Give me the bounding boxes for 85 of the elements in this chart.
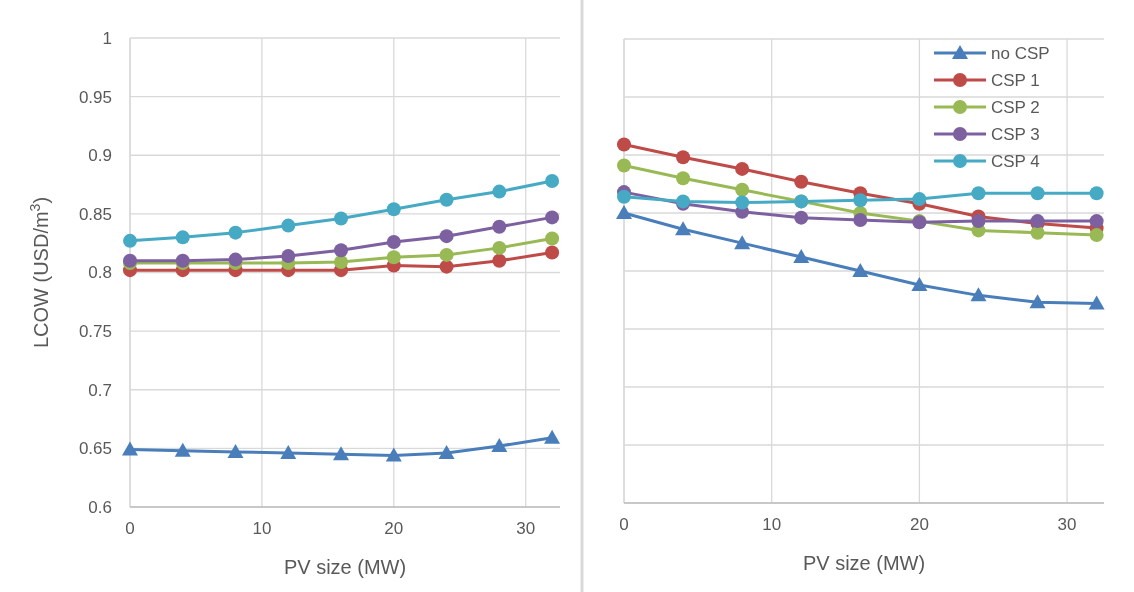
point <box>676 150 691 165</box>
point <box>492 184 507 199</box>
point <box>911 276 928 291</box>
point <box>492 240 507 255</box>
x-axis-title: PV size (MW) <box>283 556 407 578</box>
point <box>386 235 401 250</box>
point <box>334 243 349 258</box>
point <box>438 445 455 460</box>
point <box>545 231 560 246</box>
point <box>852 263 869 277</box>
y-tick-label: 0.8 <box>88 263 112 283</box>
x-tick-label: 10 <box>252 519 272 538</box>
point <box>492 253 507 268</box>
point <box>1089 228 1104 243</box>
point <box>734 235 751 250</box>
point <box>545 174 560 189</box>
point <box>385 447 402 462</box>
point <box>123 233 137 248</box>
point <box>334 254 349 269</box>
point <box>794 210 809 225</box>
point <box>227 443 244 458</box>
x-tick-label: 20 <box>384 519 404 538</box>
point <box>794 174 809 189</box>
point <box>735 161 750 176</box>
point <box>280 445 297 460</box>
y-tick-label: 0.6 <box>88 497 112 517</box>
point <box>281 249 296 264</box>
point <box>545 210 560 225</box>
point <box>853 212 868 227</box>
point <box>676 171 691 186</box>
point <box>228 225 243 240</box>
point <box>334 211 349 226</box>
y-tick-label: 0.85 <box>78 204 112 224</box>
legend-label: no CSP <box>991 43 1050 63</box>
x-tick-label: 30 <box>1057 515 1077 534</box>
legend-label: CSP 4 <box>991 151 1040 171</box>
point <box>492 219 507 234</box>
point <box>439 192 454 207</box>
point <box>1089 186 1104 201</box>
x-tick-label: 30 <box>516 519 536 538</box>
y-tick-label: 0.75 <box>78 322 112 342</box>
legend-label: CSP 1 <box>991 70 1040 90</box>
point <box>1029 294 1046 309</box>
point <box>735 195 750 210</box>
point <box>617 189 631 204</box>
point <box>970 287 987 302</box>
x-tick-label: 0 <box>125 519 135 538</box>
y-tick-label: 0.95 <box>78 87 112 107</box>
point <box>617 158 631 173</box>
point <box>228 252 243 267</box>
point <box>175 230 190 245</box>
point <box>971 214 986 229</box>
y-tick-label: 0.65 <box>78 439 112 459</box>
point <box>1030 225 1045 240</box>
point <box>1088 295 1105 310</box>
point <box>853 193 868 208</box>
legend-label: CSP 3 <box>991 124 1040 144</box>
point <box>174 442 191 457</box>
x-tick-label: 20 <box>909 515 929 534</box>
point <box>281 218 296 233</box>
point <box>545 245 560 260</box>
point <box>675 221 692 236</box>
point <box>793 249 810 264</box>
y-tick-label: 0.7 <box>88 380 112 400</box>
y-tick-label: 0.9 <box>88 146 112 166</box>
x-axis-title: PV size (MW) <box>802 552 926 574</box>
point <box>439 229 454 244</box>
x-tick-label: 10 <box>762 515 782 534</box>
point <box>386 202 401 217</box>
point <box>735 182 750 197</box>
point <box>616 205 632 219</box>
point <box>617 137 631 152</box>
point <box>544 429 561 444</box>
point <box>912 192 927 207</box>
point <box>1089 214 1104 229</box>
point <box>122 441 138 456</box>
point <box>439 247 454 262</box>
x-tick-label: 0 <box>619 515 629 534</box>
point <box>386 250 401 265</box>
point <box>333 446 350 461</box>
y-tick-label: 1 <box>102 28 112 48</box>
point <box>971 186 986 201</box>
legend-label: CSP 2 <box>991 97 1040 117</box>
point <box>1030 186 1045 201</box>
point <box>491 438 508 453</box>
